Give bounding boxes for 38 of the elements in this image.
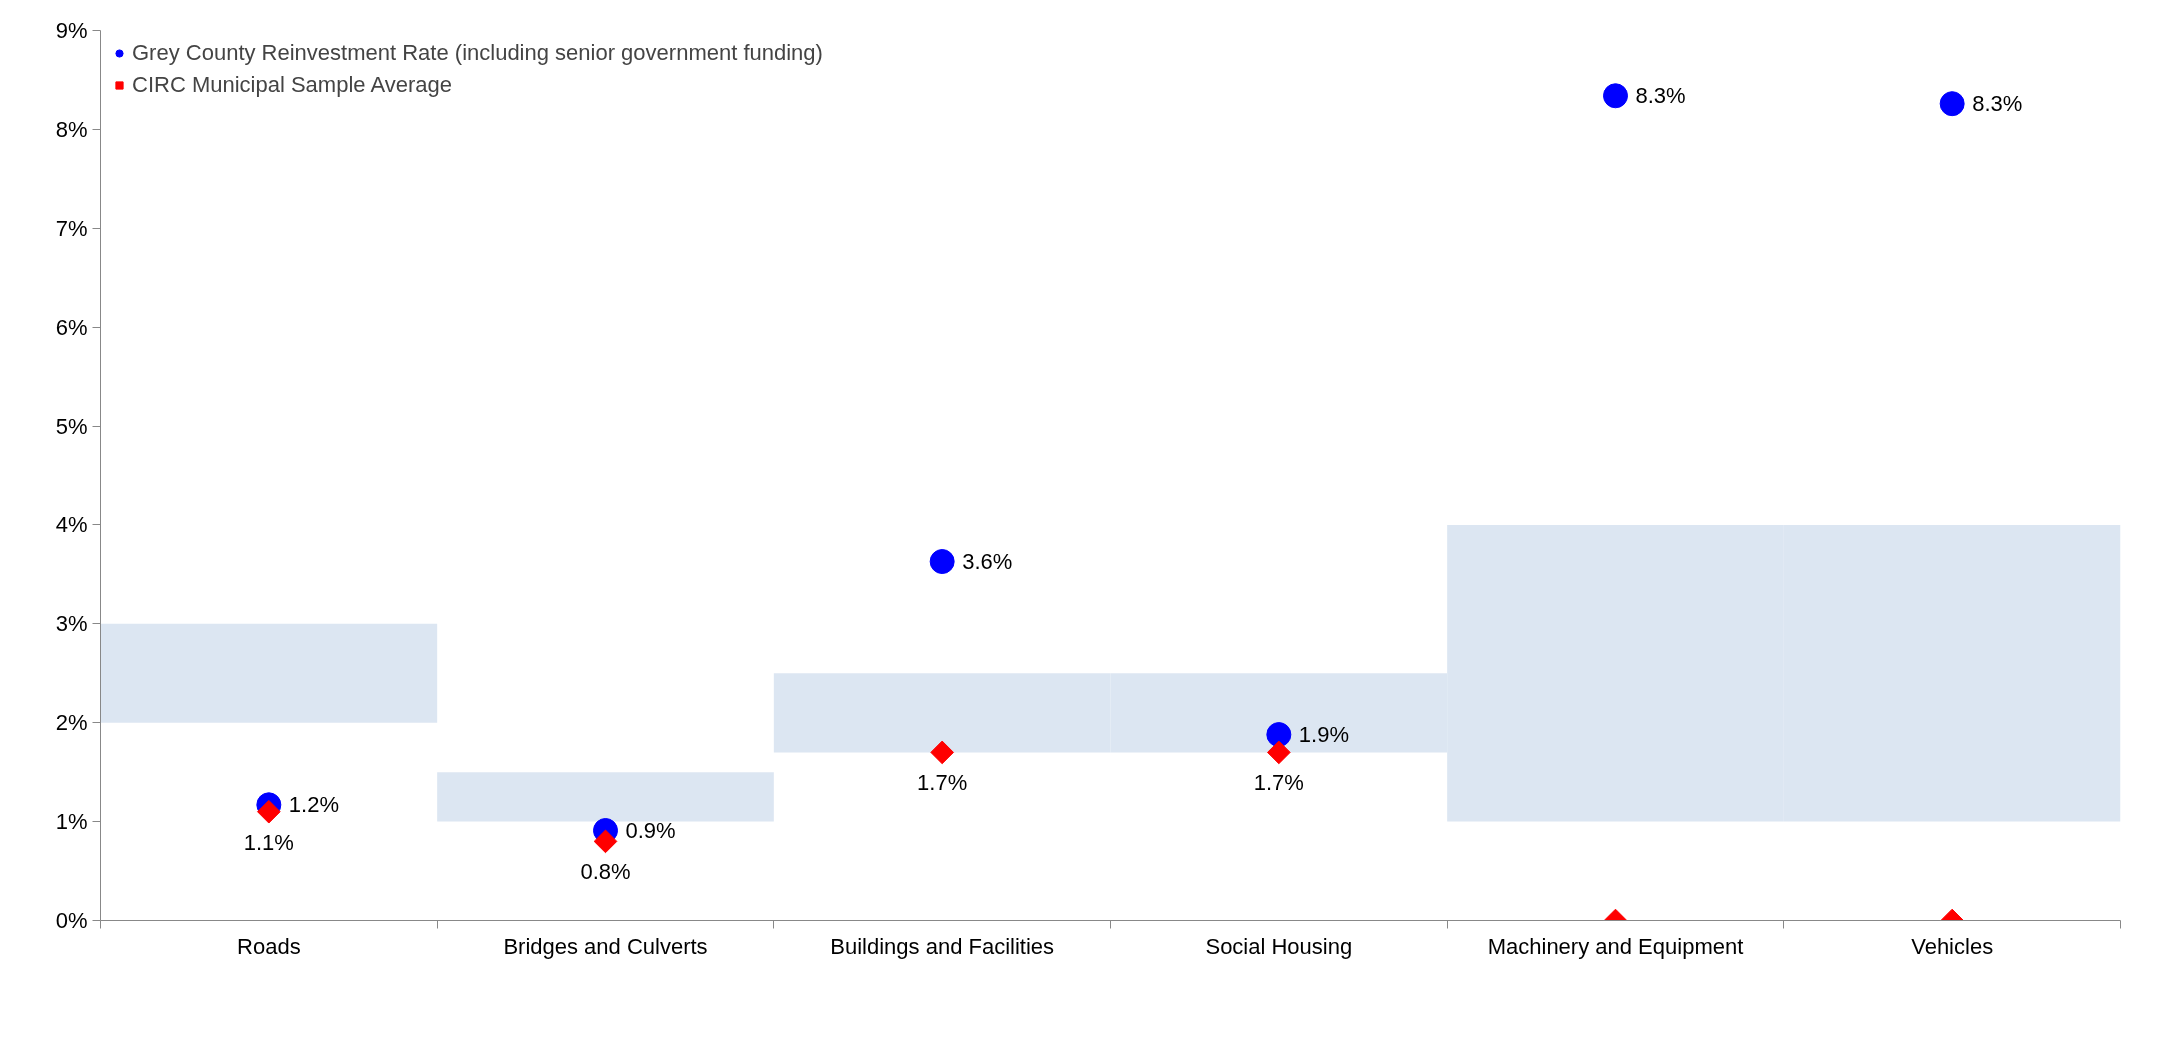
data-label: 0.9% bbox=[625, 818, 676, 844]
point bbox=[1267, 740, 1291, 765]
x-tick-label: Social Housing bbox=[1205, 933, 1353, 959]
y-tick-label: 4% bbox=[55, 512, 88, 538]
point bbox=[930, 740, 954, 765]
data-label: 1.7% bbox=[1253, 770, 1304, 796]
point bbox=[593, 829, 618, 854]
y-tick-label: 1% bbox=[55, 809, 88, 835]
x-tick-label: Roads bbox=[237, 933, 301, 959]
legend-label: Grey County Reinvestment Rate (including senior government funding) bbox=[132, 40, 823, 66]
y-tick-label: 2% bbox=[55, 710, 88, 736]
x-tick-label: Machinery and Equipment bbox=[1487, 933, 1744, 959]
y-tick-label: 0% bbox=[55, 908, 88, 933]
bar bbox=[437, 772, 774, 822]
point bbox=[257, 799, 281, 824]
x-tick-label: Bridges and Culverts bbox=[503, 933, 708, 959]
data-label: 8.3% bbox=[1972, 91, 2023, 117]
data-label: 0.8% bbox=[580, 859, 631, 885]
x-tick-label: Buildings and Facilities bbox=[830, 933, 1055, 959]
legend-label: CIRC Municipal Sample Average bbox=[132, 72, 452, 98]
data-label: 1.9% bbox=[1298, 722, 1349, 748]
data-label: 1.1% bbox=[243, 829, 294, 855]
data-label: 1.7% bbox=[917, 770, 968, 796]
y-tick-label: 6% bbox=[55, 314, 88, 340]
y-tick-label: 8% bbox=[55, 116, 88, 142]
data-label: 3.6% bbox=[962, 549, 1013, 575]
point bbox=[1603, 83, 1628, 109]
y-tick-label: 9% bbox=[55, 18, 88, 43]
bar bbox=[100, 623, 438, 723]
x-tick-label: Vehicles bbox=[1911, 933, 1994, 959]
data-label: 8.3% bbox=[1635, 83, 1686, 109]
point bbox=[1939, 91, 1965, 117]
data-label: 1.2% bbox=[288, 792, 339, 818]
y-tick-label: 5% bbox=[55, 413, 88, 439]
point bbox=[1266, 722, 1292, 748]
point bbox=[929, 549, 955, 575]
y-tick-label: 7% bbox=[55, 215, 88, 241]
y-tick-label: 3% bbox=[55, 611, 88, 637]
